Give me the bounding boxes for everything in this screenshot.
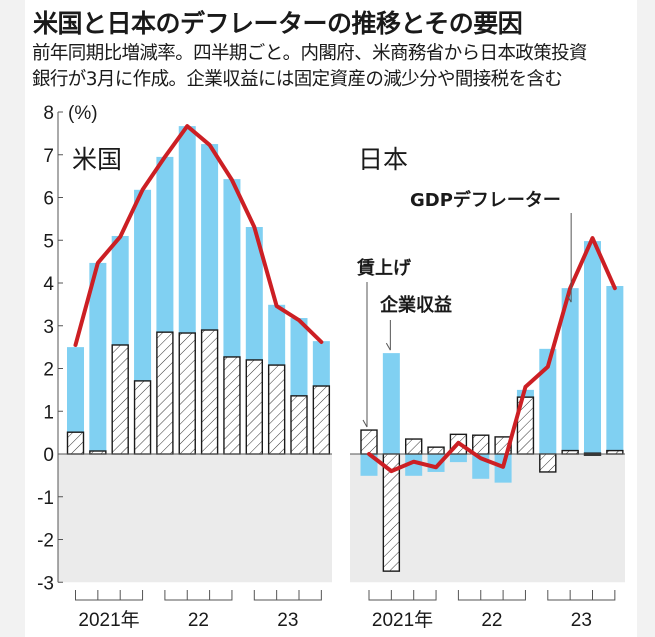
y-tick-label: 7 bbox=[43, 146, 54, 167]
gdp-deflator-line bbox=[367, 236, 617, 474]
y-unit-label: (%) bbox=[68, 103, 98, 124]
wage-bar bbox=[561, 449, 579, 455]
chart-title: 米国と日本のデフレーターの推移とその要因 bbox=[33, 9, 523, 38]
y-tick-label: 4 bbox=[43, 274, 54, 295]
gdp-deflator-line bbox=[73, 124, 324, 347]
corporate-profit-bar bbox=[405, 454, 423, 476]
y-tick-label: -3 bbox=[37, 573, 54, 594]
corporate-profit-bar bbox=[67, 347, 84, 433]
wage-bar bbox=[472, 434, 490, 455]
y-tick-label: 6 bbox=[43, 189, 54, 210]
year-bracket bbox=[368, 590, 437, 601]
corporate-profit-bar bbox=[606, 285, 624, 451]
corporate-profit-bar bbox=[178, 126, 196, 334]
corporate-profit-bar bbox=[111, 235, 129, 345]
corporate-profit-bar bbox=[223, 179, 241, 357]
y-tick-label: -1 bbox=[37, 488, 54, 509]
wage-bar bbox=[223, 356, 241, 455]
corporate-profit-bar bbox=[134, 189, 152, 381]
corporate-profit-bar bbox=[245, 226, 263, 360]
year-bracket bbox=[253, 590, 322, 601]
wage-bar bbox=[133, 380, 152, 455]
wage-bar bbox=[267, 364, 286, 455]
year-label: 2021年 bbox=[372, 609, 433, 631]
year-bracket bbox=[547, 590, 616, 601]
corporate-profit-bar bbox=[449, 454, 467, 463]
year-label: 22 bbox=[188, 610, 209, 631]
wage-bar bbox=[427, 446, 445, 455]
wage-bar bbox=[178, 332, 196, 455]
y-tick-label: 8 bbox=[43, 103, 54, 124]
panel-label: 米国 bbox=[72, 145, 122, 174]
year-label: 23 bbox=[571, 610, 592, 631]
chart-subtitle-line2: 銀行が3月に作成。企業収益には固定資産の減少分や間接税を含む bbox=[32, 69, 563, 90]
wage-bar bbox=[200, 329, 219, 455]
chart-subtitle-line1: 前年同期比増減率。四半期ごと。内閣府、米商務省から日本政策投資 bbox=[32, 43, 588, 64]
year-label: 23 bbox=[277, 610, 298, 631]
x-axis bbox=[75, 213, 616, 601]
wage-bar bbox=[405, 438, 423, 455]
y-tick-label: 1 bbox=[43, 402, 54, 423]
year-label: 2021年 bbox=[78, 609, 139, 631]
wage-bar bbox=[360, 429, 378, 455]
corporate-profit-bar bbox=[201, 144, 219, 331]
corporate-profit-bar bbox=[584, 241, 601, 454]
negative-area bbox=[58, 454, 332, 583]
corporate-profit-bar bbox=[382, 353, 400, 454]
wage-bar bbox=[245, 359, 264, 455]
wage-bar bbox=[290, 395, 308, 455]
y-tick-label: 3 bbox=[43, 317, 54, 338]
year-bracket bbox=[164, 590, 233, 601]
corporate-profit-bar bbox=[539, 348, 557, 454]
corporate-profit-bar bbox=[561, 288, 579, 451]
corporate-profit-bar bbox=[268, 304, 286, 366]
annotation-label: GDPデフレーター bbox=[410, 189, 561, 211]
annotation-label: 企業収益 bbox=[379, 294, 452, 316]
wage-bar bbox=[66, 431, 85, 455]
year-bracket bbox=[457, 590, 526, 601]
wage-bar bbox=[111, 344, 129, 455]
corporate-profit-bar bbox=[312, 341, 330, 387]
y-tick-label: 0 bbox=[43, 445, 54, 466]
year-label: 22 bbox=[481, 610, 502, 631]
wage-bars bbox=[66, 329, 624, 572]
corporate-profit-bar bbox=[290, 318, 308, 396]
wage-bar bbox=[606, 449, 624, 455]
wage-bar bbox=[312, 385, 331, 455]
negative-area-layer bbox=[58, 454, 625, 583]
corporate-profit-bar bbox=[89, 262, 107, 452]
y-tick-label: 5 bbox=[43, 231, 54, 252]
annotation-arrowhead bbox=[385, 342, 391, 351]
chart-labels: 8 7 6 5 4 3 2 1 0 -1 -2 -3 (%) 2021年 22 23 米国 2021年 22 23 日本… bbox=[37, 103, 592, 631]
wage-bar bbox=[539, 453, 557, 473]
gdp-deflator-lines bbox=[73, 124, 617, 474]
y-tick-label: -2 bbox=[37, 531, 54, 552]
y-tick-label: 2 bbox=[43, 360, 54, 381]
year-bracket bbox=[75, 590, 144, 601]
corporate-profit-bar bbox=[156, 156, 174, 333]
annotation-arrowhead bbox=[362, 419, 368, 428]
corporate-profit-bars bbox=[67, 126, 624, 483]
wage-bar bbox=[156, 331, 174, 455]
annotation-label: 賃上げ bbox=[356, 257, 412, 279]
annotation-arrowhead bbox=[566, 294, 572, 303]
panel-label: 日本 bbox=[358, 145, 408, 174]
